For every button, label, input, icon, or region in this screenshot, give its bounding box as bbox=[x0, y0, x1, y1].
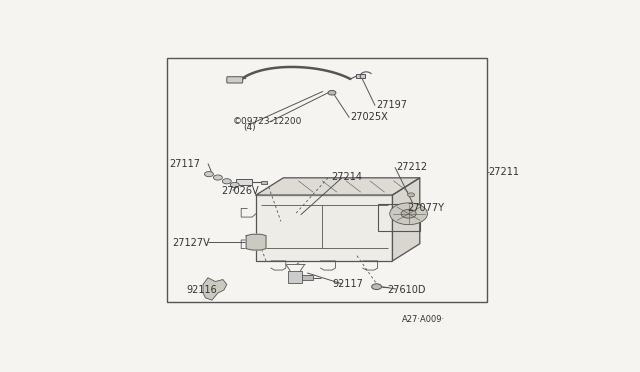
Circle shape bbox=[390, 203, 428, 225]
Circle shape bbox=[372, 284, 381, 289]
Text: 27212: 27212 bbox=[396, 162, 428, 172]
FancyBboxPatch shape bbox=[227, 77, 243, 83]
Bar bbox=[236, 179, 252, 185]
Text: 92116: 92116 bbox=[187, 285, 218, 295]
Text: 27026V: 27026V bbox=[221, 186, 259, 196]
Text: 27211: 27211 bbox=[489, 167, 520, 177]
Circle shape bbox=[222, 179, 231, 184]
Circle shape bbox=[408, 193, 415, 197]
Bar bbox=[302, 275, 313, 280]
Circle shape bbox=[401, 209, 416, 218]
Bar bbox=[356, 74, 365, 78]
Polygon shape bbox=[203, 278, 227, 300]
Polygon shape bbox=[246, 234, 266, 250]
Bar bbox=[261, 181, 267, 183]
Circle shape bbox=[205, 171, 213, 177]
Text: 27610D: 27610D bbox=[388, 285, 426, 295]
Bar bbox=[256, 195, 392, 261]
Text: 92117: 92117 bbox=[332, 279, 363, 289]
Text: (4): (4) bbox=[244, 123, 256, 132]
Text: 27127V: 27127V bbox=[172, 238, 210, 248]
Text: 27077Y: 27077Y bbox=[407, 203, 444, 213]
Polygon shape bbox=[392, 178, 420, 261]
Text: A27·A009·: A27·A009· bbox=[403, 315, 445, 324]
Text: 27117: 27117 bbox=[169, 158, 200, 169]
Circle shape bbox=[230, 182, 239, 187]
Bar bbox=[167, 58, 487, 302]
Text: 27197: 27197 bbox=[376, 100, 408, 110]
Text: ©09723-12200: ©09723-12200 bbox=[233, 116, 302, 126]
Circle shape bbox=[328, 90, 336, 95]
Bar bbox=[288, 271, 302, 283]
Polygon shape bbox=[256, 178, 420, 195]
Text: 27025X: 27025X bbox=[350, 112, 388, 122]
Circle shape bbox=[213, 175, 222, 180]
Text: 27214: 27214 bbox=[331, 172, 362, 182]
Bar bbox=[378, 203, 420, 231]
